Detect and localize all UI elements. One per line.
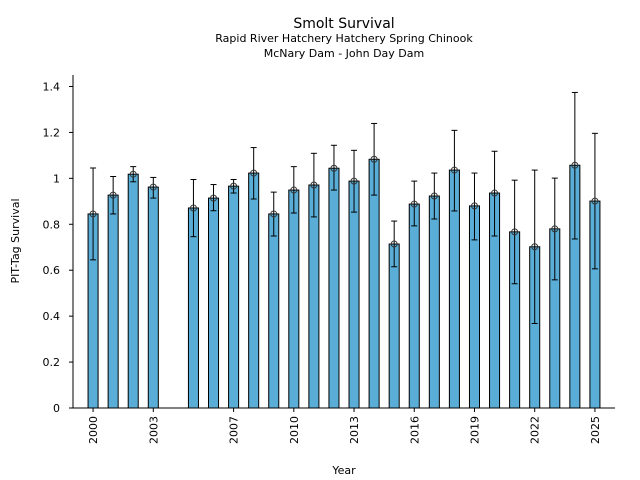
x-axis-label: Year: [331, 464, 356, 477]
bar-2016: [408, 203, 420, 409]
point-marker-2005: [189, 204, 197, 212]
bar-2007: [228, 185, 240, 409]
y-tick-label: 0.8: [43, 218, 61, 231]
point-marker-2024: [571, 161, 579, 169]
point-marker-2002: [129, 170, 137, 178]
point-marker-2003: [149, 183, 157, 191]
y-tick-label: 0.4: [43, 310, 61, 323]
point-marker-2000: [89, 210, 97, 218]
x-tick-label: 2019: [468, 416, 481, 444]
x-tick-label: 2016: [408, 416, 421, 444]
point-marker-2006: [210, 194, 218, 202]
point-marker-2023: [551, 225, 559, 233]
point-marker-2016: [410, 200, 418, 208]
point-marker-2014: [370, 155, 378, 163]
bar-2013: [348, 180, 360, 409]
bar-2002: [127, 173, 139, 409]
point-marker-2012: [330, 164, 338, 172]
point-marker-2019: [470, 202, 478, 210]
y-tick-label: 1.2: [43, 126, 61, 139]
x-tick-label: 2010: [288, 416, 301, 444]
x-tick-label: 2025: [589, 416, 602, 444]
point-marker-2007: [230, 182, 238, 190]
bar-2003: [147, 186, 159, 409]
point-marker-2020: [491, 189, 499, 197]
bar-2010: [288, 189, 300, 409]
y-tick-label: 0.2: [43, 356, 61, 369]
bar-2015: [388, 243, 400, 409]
bar-2006: [208, 197, 220, 409]
y-axis-label: PIT-Tag Survival: [9, 198, 22, 283]
bar-2012: [328, 167, 340, 409]
chart-subtitle-1: Rapid River Hatchery Hatchery Spring Chi…: [215, 32, 473, 45]
bar-2008: [248, 172, 260, 409]
chart-subtitle-2: McNary Dam - John Day Dam: [264, 47, 424, 60]
y-tick-label: 0.6: [43, 264, 61, 277]
bar-2009: [268, 213, 280, 409]
bar-2001: [107, 194, 119, 409]
point-marker-2025: [591, 197, 599, 205]
point-marker-2010: [290, 186, 298, 194]
point-marker-2017: [430, 192, 438, 200]
point-marker-2013: [350, 177, 358, 185]
bar-2014: [368, 158, 380, 409]
y-tick-label: 0: [53, 402, 60, 415]
y-tick-label: 1.4: [43, 80, 61, 93]
point-marker-2001: [109, 191, 117, 199]
bar-2011: [308, 184, 320, 409]
point-marker-2018: [450, 166, 458, 174]
x-tick-label: 2022: [529, 416, 542, 444]
point-marker-2009: [270, 210, 278, 218]
bar-2017: [428, 195, 440, 409]
point-marker-2011: [310, 181, 318, 189]
bar-2005: [187, 207, 199, 409]
x-tick-label: 2007: [228, 416, 241, 444]
x-tick-label: 2013: [348, 416, 361, 444]
y-tick-label: 1: [53, 172, 60, 185]
point-marker-2008: [250, 169, 258, 177]
point-marker-2021: [511, 228, 519, 236]
point-marker-2022: [531, 243, 539, 251]
point-marker-2015: [390, 240, 398, 248]
x-tick-label: 2000: [87, 416, 100, 444]
x-tick-label: 2003: [147, 416, 160, 444]
chart-title: Smolt Survival: [293, 16, 394, 32]
